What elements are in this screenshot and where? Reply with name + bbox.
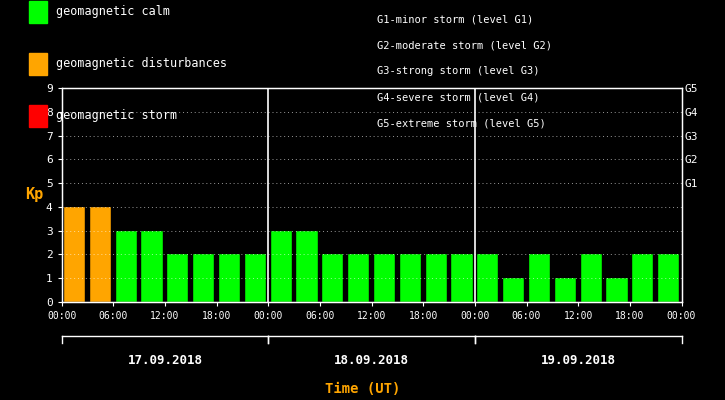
Text: Time (UT): Time (UT)	[325, 382, 400, 396]
Bar	[632, 254, 653, 302]
Text: G2-moderate storm (level G2): G2-moderate storm (level G2)	[377, 40, 552, 50]
Bar	[322, 254, 344, 302]
Bar	[141, 231, 162, 302]
Bar	[555, 278, 576, 302]
Bar	[606, 278, 628, 302]
Y-axis label: Kp: Kp	[25, 188, 44, 202]
Text: geomagnetic storm: geomagnetic storm	[56, 110, 177, 122]
Bar	[297, 231, 318, 302]
Bar	[245, 254, 266, 302]
Bar	[374, 254, 395, 302]
Bar	[399, 254, 421, 302]
Bar	[90, 207, 111, 302]
Bar	[658, 254, 679, 302]
Text: 18.09.2018: 18.09.2018	[334, 354, 409, 367]
Bar	[529, 254, 550, 302]
Bar	[270, 231, 291, 302]
Bar	[115, 231, 137, 302]
Bar	[64, 207, 85, 302]
Bar	[219, 254, 240, 302]
Text: G1-minor storm (level G1): G1-minor storm (level G1)	[377, 14, 534, 24]
Bar	[581, 254, 602, 302]
Bar	[503, 278, 524, 302]
Bar	[193, 254, 215, 302]
Text: G4-severe storm (level G4): G4-severe storm (level G4)	[377, 92, 539, 102]
Text: geomagnetic calm: geomagnetic calm	[56, 6, 170, 18]
Text: G5-extreme storm (level G5): G5-extreme storm (level G5)	[377, 118, 546, 128]
Text: geomagnetic disturbances: geomagnetic disturbances	[56, 58, 227, 70]
Bar	[452, 254, 473, 302]
Bar	[426, 254, 447, 302]
Bar	[167, 254, 188, 302]
Bar	[348, 254, 369, 302]
Text: 19.09.2018: 19.09.2018	[541, 354, 616, 367]
Text: G3-strong storm (level G3): G3-strong storm (level G3)	[377, 66, 539, 76]
Bar	[477, 254, 498, 302]
Text: 17.09.2018: 17.09.2018	[128, 354, 202, 367]
